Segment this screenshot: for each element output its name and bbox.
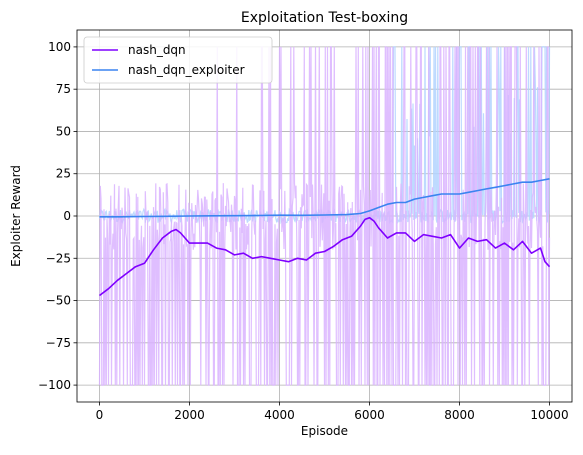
chart-title: Exploitation Test-boxing — [241, 10, 408, 26]
y-tick-label: −50 — [46, 294, 71, 308]
y-tick-label: 0 — [63, 209, 71, 223]
raw-trace-nash_dqn — [98, 46, 551, 386]
series-line-nash_dqn — [99, 216, 551, 297]
x-tick-label: 6000 — [354, 408, 385, 422]
raw-series-layer — [98, 46, 551, 386]
y-tick-label: 25 — [56, 167, 71, 181]
y-tick-label: −75 — [46, 336, 71, 350]
y-tick-label: 100 — [48, 40, 71, 54]
x-tick-label: 10000 — [530, 408, 568, 422]
smoothed-series-layer — [99, 178, 551, 297]
y-tick-label: 75 — [56, 82, 71, 96]
legend-label-nash_dqn_exploiter: nash_dqn_exploiter — [128, 63, 245, 77]
y-tick-label: 50 — [56, 124, 71, 138]
y-axis-label: Exploiter Reward — [9, 165, 23, 267]
x-tick-label: 8000 — [444, 408, 475, 422]
y-tick-label: −25 — [46, 251, 71, 265]
x-tick-label: 4000 — [264, 408, 295, 422]
legend-box — [83, 36, 273, 84]
x-tick-label: 0 — [96, 408, 104, 422]
y-tick-label: −100 — [38, 378, 71, 392]
x-axis-label: Episode — [301, 424, 348, 438]
x-tick-label: 2000 — [174, 408, 205, 422]
legend: nash_dqn nash_dqn_exploiter — [83, 36, 273, 84]
series-line-nash_dqn_exploiter — [99, 178, 550, 218]
legend-label-nash_dqn: nash_dqn — [128, 43, 186, 57]
ticks: 0 2000 4000 6000 8000 10000 −100 −75 −50 −25 0 25 50… — [38, 40, 569, 422]
